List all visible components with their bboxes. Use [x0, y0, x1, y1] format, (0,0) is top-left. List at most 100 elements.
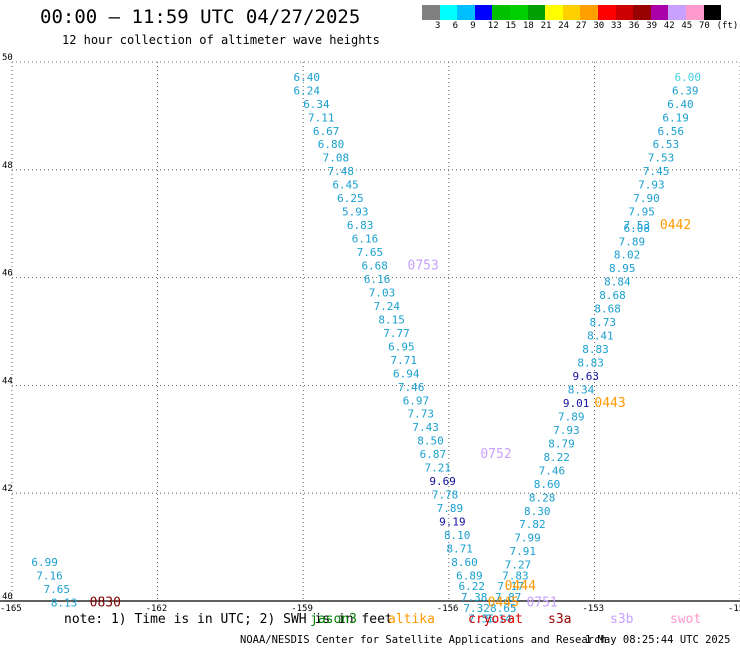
- map-grid: [0, 61, 740, 602]
- wave-height-value: 6.80: [318, 138, 345, 151]
- wave-height-value: 7.95: [628, 206, 655, 219]
- wave-height-value: 7.45: [643, 165, 670, 178]
- satellite-legend-item: altika: [388, 612, 435, 627]
- pass-time-label: 0444: [505, 579, 536, 594]
- wave-height-value: 8.68: [599, 289, 626, 302]
- color-scale-label: (ft): [716, 21, 739, 31]
- wave-height-value: 7.46: [398, 381, 425, 394]
- color-scale-label: 15: [505, 21, 517, 31]
- lat-tick-label: 44: [2, 376, 13, 386]
- lat-tick-label: 50: [2, 53, 13, 63]
- lon-tick-label: -165: [0, 604, 22, 614]
- wave-height-value: 8.60: [451, 556, 478, 569]
- wave-height-value: 8.71: [446, 542, 473, 555]
- pass-time-label: 0442: [660, 218, 691, 233]
- wave-height-value: 6.87: [420, 448, 447, 461]
- wave-height-value: 7.03: [369, 286, 396, 299]
- pass-time-label: 0443: [594, 396, 625, 411]
- color-swatch: [527, 5, 546, 20]
- wave-height-value: 7.91: [509, 545, 536, 558]
- lon-tick-label: -153: [582, 604, 604, 614]
- color-scale-label: 36: [628, 21, 640, 31]
- color-scale-label: 30: [593, 21, 605, 31]
- satellite-legend-item: swot: [670, 612, 702, 627]
- color-swatch: [615, 5, 634, 20]
- wave-height-value: 7.89: [619, 235, 646, 248]
- wave-height-value: 7.24: [374, 300, 401, 313]
- wave-height-value: 7.53: [624, 219, 651, 232]
- lat-tick-label: 42: [2, 484, 13, 494]
- wave-height-value: 8.15: [378, 313, 405, 326]
- color-swatch: [633, 5, 651, 20]
- wave-height-value: 6.16: [364, 273, 391, 286]
- lon-tick-label: -162: [146, 604, 168, 614]
- wave-height-value: 8.14: [485, 613, 512, 626]
- satellite-legend-item: cryosat: [468, 612, 523, 627]
- footer-credit: NOAA/NESDIS Center for Satellite Applica…: [240, 634, 607, 646]
- wave-height-value: 5.93: [342, 206, 369, 219]
- color-scale-label: 33: [611, 21, 622, 31]
- wave-height-value: 6.53: [653, 138, 680, 151]
- wave-height-value: 7.48: [327, 165, 354, 178]
- color-swatch: [457, 5, 475, 20]
- color-scale-label: 21: [540, 21, 552, 31]
- wave-height-value: 7.82: [519, 518, 546, 531]
- wave-height-value: 7.65: [357, 246, 384, 259]
- color-scale-label: 3: [435, 21, 441, 31]
- pass-time-label: 0445: [488, 595, 519, 610]
- wave-height-value: 6.40: [293, 71, 320, 84]
- wave-height-value: 8.83: [577, 357, 604, 370]
- wave-height-value: 7.38: [461, 591, 488, 604]
- lat-tick-label: 40: [2, 592, 13, 602]
- lat-tick-label: 46: [2, 269, 13, 279]
- wave-height-value: 6.08: [624, 222, 651, 235]
- altimeter-tracks: 6.406.246.347.116.676.807.087.486.456.25…: [31, 71, 701, 626]
- color-scale-label: 27: [575, 21, 587, 31]
- wave-height-value: 6.22: [459, 580, 486, 593]
- wave-height-value: 6.95: [388, 340, 415, 353]
- color-scale-label: 42: [663, 21, 675, 31]
- satellite-legend-item: s3b: [610, 612, 634, 627]
- wave-height-value: 7.17: [497, 580, 524, 593]
- color-swatch: [580, 5, 598, 20]
- color-scale-label: 24: [558, 21, 570, 31]
- color-swatch: [650, 5, 669, 20]
- color-swatch: [597, 5, 616, 20]
- wave-height-value: 8.65: [490, 602, 517, 615]
- color-swatch: [685, 5, 704, 20]
- wave-height-value: 6.56: [657, 125, 684, 138]
- wave-height-value: 6.83: [347, 219, 374, 232]
- page-subtitle: 12 hour collection of altimeter wave hei…: [62, 33, 380, 47]
- lon-tick-label: -159: [291, 604, 313, 614]
- wave-height-value: 7.65: [44, 583, 70, 596]
- lat-tick-label: 48: [2, 161, 13, 171]
- wave-height-value: 6.89: [456, 569, 483, 582]
- wave-height-value: 8.41: [587, 330, 614, 343]
- color-scale-label: 9: [470, 21, 476, 31]
- wave-height-value: 9.19: [439, 516, 466, 529]
- pass-time-label: 0753: [408, 259, 439, 274]
- wave-height-value: 7.21: [425, 462, 452, 475]
- wave-height-value: 7.32: [463, 602, 490, 615]
- wave-height-value: 7.71: [391, 354, 418, 367]
- lon-tick-label: -156: [437, 604, 459, 614]
- wave-height-value: 7.08: [323, 152, 350, 165]
- satellite-legend-item: s3a: [548, 612, 572, 627]
- wave-height-value: 6.45: [332, 179, 359, 192]
- wave-height-value: 7.46: [539, 464, 566, 477]
- wave-height-value: 8.10: [444, 529, 471, 542]
- wave-height-value: 6.00: [674, 71, 701, 84]
- color-scale-label: 12: [487, 21, 499, 31]
- color-swatch: [562, 5, 581, 20]
- color-swatch: [509, 5, 528, 20]
- wave-height-value: 9.63: [573, 370, 600, 383]
- color-swatch: [668, 5, 686, 20]
- color-swatch: [492, 5, 510, 20]
- wave-height-value: 9.01: [563, 397, 590, 410]
- page-title: 00:00 – 11:59 UTC 04/27/2025: [40, 6, 361, 28]
- wave-height-value: 7.89: [437, 502, 464, 515]
- wave-height-value: 6.16: [352, 233, 379, 246]
- wave-height-value: 7.73: [408, 408, 435, 421]
